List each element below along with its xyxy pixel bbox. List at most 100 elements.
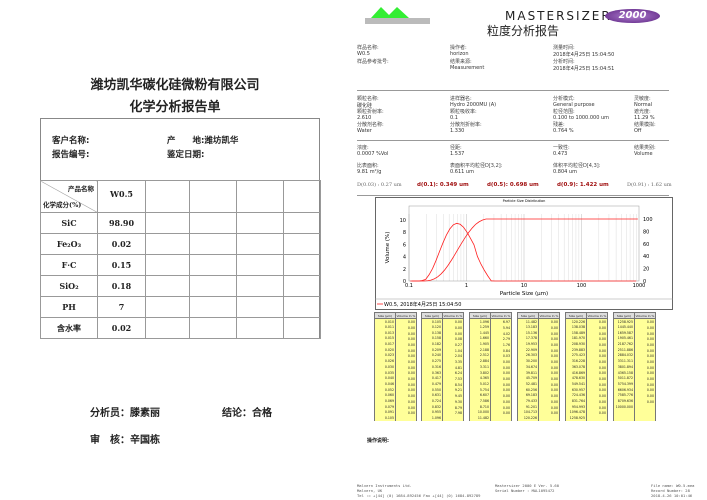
cumulative-volume-line <box>410 218 638 282</box>
accessory-value: Hydro 2000MU (A) <box>450 102 497 108</box>
table-row: 8709.636 0.00 <box>613 398 656 404</box>
table-row: 52.481 0.00 <box>517 381 560 387</box>
d43: 体积平均粒径D[4,3]: 0.804 um <box>553 162 600 175</box>
volume-cell: 0.00 <box>490 358 512 364</box>
measured-time-label: 测量时间: <box>553 45 575 51</box>
sample-ref: 样品参考批号: <box>357 58 389 65</box>
uniformity-label: 一致性: <box>553 145 570 151</box>
volume-cell: 0.00 <box>395 335 417 342</box>
volume-cell <box>586 415 608 421</box>
volume-cell: 0.00 <box>395 398 417 404</box>
sample-name: 样品名称: W0.5 <box>357 44 379 57</box>
footer-line: Record Number: 28 <box>651 488 690 493</box>
measured-time-value: 2018年4月25日 15:04:50 <box>553 52 615 58</box>
footer-line: File name: W0.5.mea <box>651 483 695 488</box>
table-row: 1258.925 <box>565 415 608 421</box>
volume-cell: 0.00 <box>634 346 656 353</box>
disp-value: Water <box>357 128 372 134</box>
volume-cell: 0.00 <box>586 381 608 387</box>
span: 径距: 1.537 <box>450 144 464 157</box>
y2-tick-label: 60 <box>643 242 649 248</box>
volume-cell: 0.00 <box>538 358 560 364</box>
volume-cell: 0.00 <box>395 346 417 353</box>
volume-cell: 0.00 <box>634 375 656 382</box>
specific-surface-area-value: 9.81 m²/g <box>357 169 382 175</box>
volume-cell: 0.00 <box>586 403 608 410</box>
table-row: 0.479 8.54 <box>421 381 464 387</box>
table-row: 0.091 0.00 <box>374 409 417 416</box>
result-units: 结果类别: Volume <box>634 144 656 157</box>
legend-label: W0.5, 2018年4月25日 15:04:50 <box>384 301 461 308</box>
report-title: 化学分析报告单 <box>129 100 221 115</box>
sensitivity-value: Normal <box>634 102 653 108</box>
disp-ri: 分散剂折射率: 1.330 <box>450 121 482 134</box>
concentration: 浓度: 0.0007 %Vol <box>357 144 388 157</box>
sensitivity: 灵敏度: Normal <box>634 95 652 108</box>
abs-value: 0.1 <box>450 115 458 121</box>
table-row: 79.433 0.00 <box>517 398 560 404</box>
size-cell: 10000.000 <box>613 403 635 410</box>
table-row: 239.883 0.00 <box>565 346 608 353</box>
volume-cell <box>634 403 656 410</box>
volume-cell <box>395 415 417 421</box>
range: 粒径范围: 0.100 to 1000.000 um <box>553 108 609 121</box>
volume-cell: 0.00 <box>634 381 656 387</box>
disp-ri-label: 分散剂折射率: <box>450 122 482 128</box>
table-row: F·C 0.15 <box>40 254 321 276</box>
specific-surface-area: 比表面积: 9.81 m²/g <box>357 162 381 175</box>
result-source: 结果来源: Measurement <box>450 58 484 71</box>
obscuration-value: 11.29 % <box>634 115 655 121</box>
table-row: 91.201 0.00 <box>517 403 560 410</box>
divider <box>357 90 669 91</box>
size-cell: 120.226 <box>517 415 539 421</box>
table-row: 0.955 7.98 <box>421 409 464 416</box>
size-cell: 11.482 <box>469 415 491 421</box>
d32: 表面积平均粒径D[3,2]: 0.611 um <box>450 162 502 175</box>
volume-cell: 0.00 <box>586 398 608 404</box>
table-row: 831.764 0.00 <box>565 398 608 404</box>
table-row: 3.311 0.00 <box>469 364 512 370</box>
x-tick-label: 1 <box>465 283 468 289</box>
footer-line: Tel := +[44] (0) 1684-892456 Fax +[44] (… <box>357 493 481 498</box>
residual-label: 残差: <box>553 122 565 128</box>
component-name: 含水率 <box>40 317 98 339</box>
volume-cell: 0.00 <box>634 386 656 393</box>
operator-label: 操作者: <box>450 45 467 51</box>
volume-header: Volume In % <box>395 312 417 319</box>
volume-cell: 0.00 <box>634 398 656 404</box>
volume-cell: 7.53 <box>442 375 464 382</box>
volume-cell: 9.21 <box>442 386 464 393</box>
size-volume-table: Size (μm) Volume In % 1258.925 0.00 1445.440… <box>613 312 656 421</box>
volume-cell: 9.30 <box>442 398 464 404</box>
table-row: 17.378 0.00 <box>517 335 560 342</box>
y-tick-label: 8 <box>403 230 406 236</box>
volume-cell: 0.00 <box>586 341 608 347</box>
table-row: 0.046 0.00 <box>374 381 417 387</box>
analysed-time-label: 分析时间: <box>553 59 575 65</box>
volume-cell: 0.00 <box>490 369 512 376</box>
volume-cell: 0.00 <box>442 324 464 330</box>
table-row: 0.035 0.00 <box>374 369 417 376</box>
report-title-right: 粒度分析报告 <box>487 24 560 38</box>
volume-cell: 2.04 <box>442 352 464 359</box>
brand-name: MASTERSIZER <box>505 9 612 23</box>
sample-ref-label: 样品参考批号: <box>357 59 389 65</box>
table-row: 5011.872 0.00 <box>613 375 656 382</box>
size-volume-table: Size (μm) Volume In % 1.096 6.97 1.259 5.94 1.… <box>469 312 512 421</box>
model-value: General purpose <box>553 102 595 108</box>
y-tick-label: 4 <box>403 255 406 261</box>
measured-time: 测量时间: 2018年4月25日 15:04:50 <box>553 44 614 58</box>
table-row: 2.188 0.84 <box>469 346 512 353</box>
d003: D(0.03) : 0.27 um <box>357 182 402 188</box>
volume-cell: 0.00 <box>538 341 560 347</box>
divider <box>357 140 669 141</box>
volume-cell: 0.00 <box>395 364 417 370</box>
table-row: 7585.776 0.00 <box>613 392 656 399</box>
y2-tick-label: 0 <box>643 279 646 285</box>
accessory-label: 进样器名: <box>450 96 472 102</box>
table-row: 0.069 0.00 <box>374 398 417 404</box>
volume-cell: 6.97 <box>490 318 512 325</box>
volume-cell: 0.00 <box>586 346 608 353</box>
table-row: 13.183 0.00 <box>517 324 560 330</box>
y2-tick-label: 100 <box>643 217 653 223</box>
